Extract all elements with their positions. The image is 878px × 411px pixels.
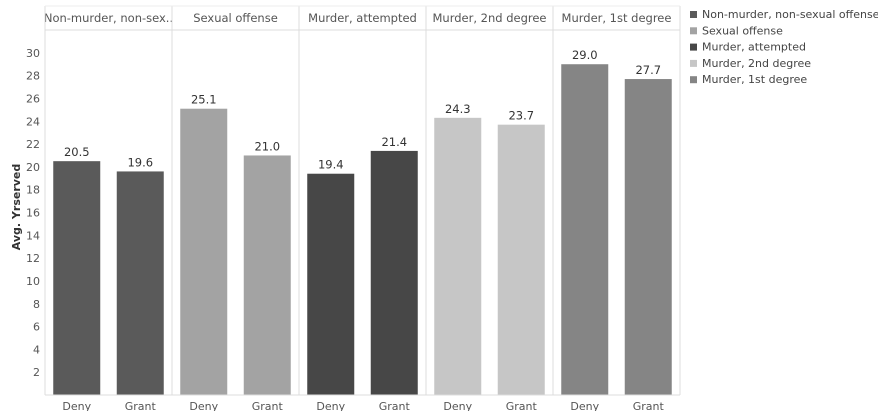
x-tick-label: Grant <box>379 400 411 411</box>
y-tick-label: 2 <box>33 366 40 379</box>
x-tick-label: Grant <box>506 400 538 411</box>
panel-title: Sexual offense <box>193 11 278 25</box>
bar-value-label: 20.5 <box>64 145 90 159</box>
y-tick-label: 20 <box>26 161 40 174</box>
bar-value-label: 19.4 <box>318 158 344 172</box>
bar <box>243 155 291 395</box>
panel-2: Murder, attempted 19.4 Deny 21.4 Grant <box>307 11 418 411</box>
bar-value-label: 24.3 <box>445 102 471 116</box>
panel-4: Murder, 1st degree 29.0 Deny 27.7 Grant <box>561 11 672 411</box>
legend-item: Murder, 1st degree <box>690 73 807 86</box>
bar-value-label: 19.6 <box>127 155 153 169</box>
bar <box>180 108 228 395</box>
x-tick-label: Grant <box>633 400 665 411</box>
y-tick-label: 26 <box>26 92 40 105</box>
x-tick-label: Deny <box>570 400 599 411</box>
x-tick-label: Deny <box>189 400 218 411</box>
bar <box>561 64 609 395</box>
bar-value-label: 25.1 <box>191 93 217 107</box>
legend-label: Murder, 2nd degree <box>702 57 811 70</box>
legend-label: Murder, attempted <box>702 41 806 54</box>
legend-item: Murder, attempted <box>690 41 806 54</box>
y-tick-label: 16 <box>26 207 40 220</box>
legend-item: Non-murder, non-sexual offense <box>690 8 878 21</box>
bar-value-label: 21.0 <box>254 139 280 153</box>
x-tick-label: Grant <box>252 400 284 411</box>
legend-label: Murder, 1st degree <box>702 73 807 86</box>
y-tick-label: 14 <box>26 229 40 242</box>
panel-header-band <box>45 6 680 30</box>
x-tick-label: Deny <box>316 400 345 411</box>
legend-label: Sexual offense <box>702 24 783 37</box>
chart-panels: Non-murder, non-sex..20.5Deny19.6GrantSe… <box>44 5 681 411</box>
legend: Non-murder, non-sexual offense Sexual off… <box>690 8 878 86</box>
bar <box>497 124 545 395</box>
legend-swatch <box>690 43 697 51</box>
legend-swatch <box>690 76 697 84</box>
y-tick-label: 22 <box>26 138 40 151</box>
panel-title: Murder, 2nd degree <box>432 11 546 25</box>
bar <box>624 79 672 395</box>
x-tick-label: Deny <box>62 400 91 411</box>
y-tick-label: 24 <box>26 115 40 128</box>
bar <box>370 150 418 395</box>
y-axis-title: Avg. Yrserved <box>10 164 23 251</box>
y-tick-label: 4 <box>33 343 40 356</box>
x-tick-label: Deny <box>443 400 472 411</box>
y-tick-label: 6 <box>33 321 40 334</box>
bar-value-label: 23.7 <box>508 109 534 123</box>
y-tick-label: 30 <box>26 47 40 60</box>
y-tick-label: 18 <box>26 184 40 197</box>
panel-title: Murder, attempted <box>308 11 417 25</box>
legend-swatch <box>690 27 697 35</box>
panel-3: Murder, 2nd degree 24.3 Deny 23.7 Grant <box>432 11 546 411</box>
y-tick-label: 28 <box>26 70 40 83</box>
bar <box>53 161 101 395</box>
bar-value-label: 29.0 <box>572 48 598 62</box>
panel-title: Murder, 1st degree <box>562 11 672 25</box>
y-tick-label: 12 <box>26 252 40 265</box>
bar <box>307 173 355 395</box>
y-tick-label: 10 <box>26 275 40 288</box>
panel-title: Non-murder, non-sex.. <box>44 11 173 25</box>
bar-value-label: 21.4 <box>381 135 407 149</box>
panel-0: Non-murder, non-sex.. 20.5 Deny 19.6 Grant <box>44 11 173 411</box>
bar <box>434 117 482 395</box>
x-tick-label: Grant <box>125 400 157 411</box>
bar-value-label: 27.7 <box>635 63 661 77</box>
legend-item: Sexual offense <box>690 24 783 37</box>
panel-1: Sexual offense 25.1 Deny 21.0 Grant <box>180 11 291 411</box>
legend-swatch <box>690 11 697 18</box>
legend-swatch <box>690 59 697 67</box>
y-tick-label: 8 <box>33 298 40 311</box>
legend-item: Murder, 2nd degree <box>690 57 811 70</box>
bar <box>116 171 164 395</box>
legend-label: Non-murder, non-sexual offense <box>702 8 878 21</box>
